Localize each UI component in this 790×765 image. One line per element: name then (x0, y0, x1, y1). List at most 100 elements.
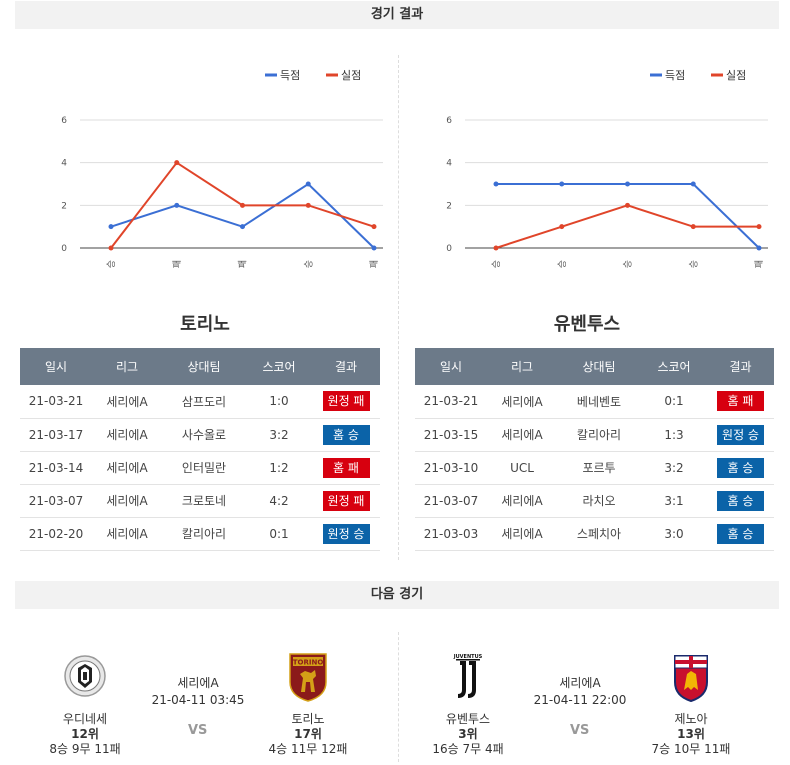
match-league: 세리에A (177, 676, 219, 690)
table-row: 21-02-20 세리에A 칼리아리 0:1 원정 승 (20, 517, 380, 551)
match-opponent: 칼리아리 (557, 418, 641, 452)
match-date: 21-03-15 (415, 418, 487, 452)
match-datetime: 21-04-11 22:00 (533, 693, 627, 707)
col-score: 스코어 (246, 348, 312, 385)
torino-results-chart: 득점 실점 0 2 4 6 승 패 패 승 패 (61, 69, 383, 268)
juventus-logo-text: JUVENTUS (453, 654, 483, 660)
result-badge: 원정 패 (322, 391, 370, 412)
match-date: 21-02-20 (20, 517, 92, 551)
udinese-logo-icon (64, 655, 106, 697)
torino-logo-icon: TORINO (289, 653, 327, 702)
result-badge: 원정 승 (717, 424, 764, 445)
series-line-scored (110, 182, 375, 249)
team-name: 제노아 (674, 712, 708, 726)
match-league: 세리에A (92, 451, 162, 485)
team-title-juventus: 유벤투스 (553, 314, 621, 335)
match-date: 21-03-21 (20, 385, 92, 419)
data-point-scored (371, 245, 377, 251)
result-badge: 홈 승 (322, 424, 370, 445)
match-league: 세리에A (487, 385, 557, 419)
match-opponent: 칼리아리 (162, 517, 246, 551)
team-name: 토리노 (291, 712, 325, 726)
data-point-scored (174, 202, 180, 208)
match-league: 세리에A (92, 484, 162, 518)
result-badge: 홈 패 (717, 391, 764, 412)
table-row: 21-03-17 세리에A 사수올로 3:2 홈 승 (20, 418, 380, 452)
result-badge: 원정 승 (322, 523, 370, 544)
result-badge: 홈 승 (717, 523, 764, 544)
torino-recent-matches-table: 일시 리그 상대팀 스코어 결과 21-03-21 세리에A 삼프도리 1:0 원정 패… (20, 348, 380, 551)
data-point-scored (305, 181, 311, 187)
match-score: 4:2 (246, 484, 312, 518)
next-match-1-away[interactable]: TORINO 토리노 17위 4승 11무 12패 (268, 652, 348, 757)
table-row: 21-03-15 세리에A 칼리아리 1:3 원정 승 (415, 418, 774, 452)
col-score: 스코어 (641, 348, 707, 385)
x-tick-label: 승 (557, 260, 568, 268)
match-league: 세리에A (487, 484, 557, 518)
match-league: 세리에A (487, 418, 557, 452)
col-league: 리그 (487, 348, 557, 385)
match-opponent: 포르투 (557, 451, 641, 485)
legend-label-scored: 득점 (665, 69, 685, 82)
vs-label: VS (188, 723, 208, 738)
data-point-scored (756, 245, 762, 251)
match-result: 홈 패 (312, 451, 380, 485)
data-point-conceded (756, 224, 762, 230)
table-row: 21-03-07 세리에A 라치오 3:1 홈 승 (415, 484, 774, 518)
torino-logo-text: TORINO (293, 659, 324, 667)
match-score: 1:0 (246, 385, 312, 419)
x-tick-label: 승 (106, 260, 117, 268)
data-point-scored (108, 224, 114, 230)
match-result: 원정 승 (312, 517, 380, 551)
team-title-torino: 토리노 (180, 314, 230, 335)
next-match-2-away[interactable]: 제노아 13위 7승 10무 11패 (651, 652, 731, 757)
match-result: 홈 패 (707, 385, 774, 419)
data-point-conceded (690, 224, 696, 230)
match-league: 세리에A (92, 517, 162, 551)
match-result: 홈 승 (312, 418, 380, 452)
match-date: 21-03-21 (415, 385, 487, 419)
result-badge: 원정 패 (322, 490, 370, 511)
col-result: 결과 (707, 348, 774, 385)
series-line-scored (496, 183, 760, 249)
match-opponent: 삼프도리 (162, 385, 246, 419)
match-league: 세리에A (92, 385, 162, 419)
team-name: 유벤투스 (445, 712, 491, 726)
result-badge: 홈 패 (322, 457, 370, 478)
match-result: 홈 승 (707, 451, 774, 485)
y-tick-label: 4 (61, 159, 67, 169)
match-score: 3:1 (641, 484, 707, 518)
data-point-scored (240, 224, 245, 230)
x-tick-label: 패 (172, 260, 183, 268)
data-point-conceded (240, 202, 245, 208)
data-point-conceded (371, 224, 377, 230)
col-opponent: 상대팀 (557, 348, 641, 385)
next-match-1-home[interactable]: 우디네세 12위 8승 9무 11패 (45, 652, 125, 757)
team-name: 우디네세 (62, 712, 108, 726)
match-result: 원정 승 (707, 418, 774, 452)
data-point-conceded (559, 224, 565, 230)
team-rank: 17위 (294, 727, 322, 741)
y-tick-label: 4 (446, 159, 452, 169)
series-line-conceded (495, 204, 759, 249)
col-date: 일시 (415, 348, 487, 385)
match-date: 21-03-03 (415, 517, 487, 551)
match-league: 세리에A (487, 517, 557, 551)
data-point-conceded (625, 202, 630, 208)
match-score: 0:1 (641, 385, 707, 419)
match-date: 21-03-07 (415, 484, 487, 518)
col-league: 리그 (92, 348, 162, 385)
match-opponent: 크로토네 (162, 484, 246, 518)
table-row: 21-03-10 UCL 포르투 3:2 홈 승 (415, 451, 774, 485)
next-match-2-home[interactable]: JUVENTUS 유벤투스 3위 16승 7무 4패 (428, 652, 508, 757)
match-opponent: 사수올로 (162, 418, 246, 452)
next-match-2-info: 세리에A 21-04-11 22:00 (530, 675, 630, 709)
match-score: 1:3 (641, 418, 707, 452)
x-tick-label: 패 (369, 260, 380, 268)
x-tick-label: 승 (623, 260, 634, 268)
x-tick-label: 패 (754, 260, 765, 268)
y-tick-label: 6 (446, 116, 452, 126)
match-opponent: 베네벤토 (557, 385, 641, 419)
x-tick-label: 승 (303, 260, 314, 268)
